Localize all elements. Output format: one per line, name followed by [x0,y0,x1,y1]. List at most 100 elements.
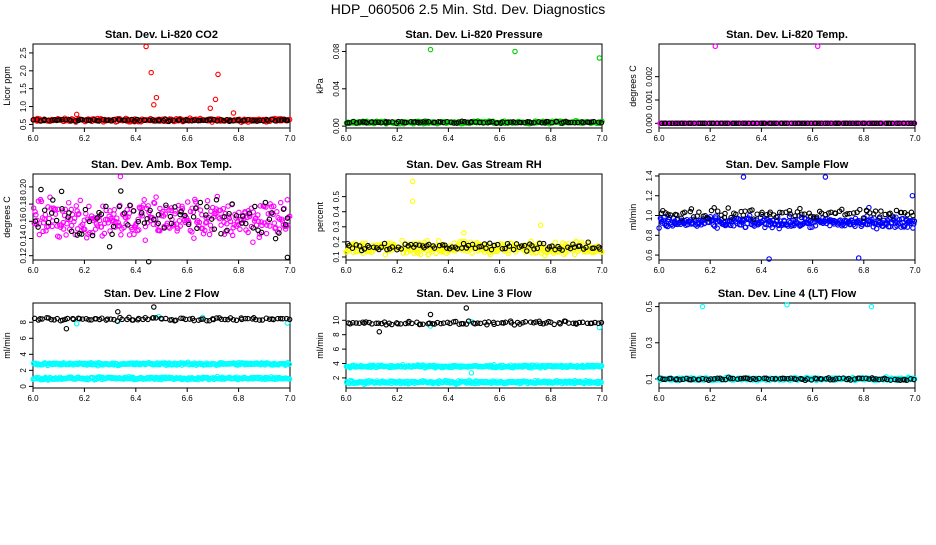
data-point [89,229,96,236]
outlier-point [284,254,291,261]
x-tick-label: 6.4 [756,394,768,403]
chart-panel-1: Stan. Dev. Li-820 CO2 Licor ppm 6.0 6.2 6.4 6… [2,29,296,143]
data-point [686,120,692,127]
data-point [286,376,293,382]
data-point [911,376,917,383]
data-point [708,207,715,214]
data-point [41,207,48,213]
data-point [197,199,204,206]
data-point [65,199,72,206]
data-point [33,212,39,218]
outlier-point [868,303,875,310]
data-point [37,316,43,322]
data-point [221,231,228,237]
data-point [284,215,291,221]
outlier-point [153,94,160,101]
data-point [115,219,121,226]
outlier-point [73,321,80,327]
data-point [796,120,803,127]
data-point [173,317,179,323]
data-point [886,120,893,127]
data-point [207,117,214,123]
data-point [902,222,908,229]
data-point [81,217,88,224]
figure-title: HDP_060506 2.5 Min. Std. Dev. Diagnostic… [330,1,606,17]
data-point [239,316,245,323]
data-point [827,377,834,383]
data-point [674,212,680,218]
chart-panel-2: Stan. Dev. Li-820 Pressure kPa 6.0 6.2 6.4 6.… [315,29,608,143]
data-point [659,120,665,127]
y-axis-label: ml/min [628,332,638,359]
data-point [833,376,839,382]
data-point [714,375,721,382]
data-point [759,209,765,216]
data-point [233,317,240,324]
x-tick-label: 6.0 [340,394,352,403]
y-tick-label: 0.002 [645,66,654,87]
y-tick-label: 0.16 [19,213,28,229]
plot-frame [345,302,603,389]
y-axis-label: kPa [315,78,325,94]
data-point [203,219,210,225]
data-point [68,222,75,229]
data-point [722,210,728,217]
data-point [835,120,842,127]
data-point [571,119,578,126]
data-point [126,314,132,321]
data-point [73,203,80,209]
data-point [197,207,204,213]
data-point [708,376,714,382]
series-2 [30,116,291,125]
data-point [681,209,688,216]
data-point [145,316,151,323]
data-point [436,242,443,249]
data-point [469,241,476,248]
data-point [398,246,404,252]
data-point [42,212,49,218]
series-1 [30,313,293,369]
data-point [126,232,133,238]
data-point [773,214,779,220]
data-point [866,221,873,227]
data-point [395,118,402,125]
data-point [64,315,71,322]
data-point [177,223,184,229]
data-point [77,197,84,204]
data-point [262,199,269,206]
x-tick-label: 7.0 [284,394,296,403]
data-point [168,205,175,211]
y-tick-label: 1.2 [645,190,654,202]
data-point [559,247,565,253]
data-point [666,120,673,127]
data-point [798,214,805,221]
data-point [229,232,236,239]
data-point [224,227,230,234]
data-point [179,205,186,212]
data-point [139,213,146,219]
data-point [911,218,918,224]
data-point [189,118,195,124]
data-point [157,205,163,212]
data-point [449,244,455,250]
data-point [744,375,751,382]
data-point [370,244,377,250]
data-point [172,204,178,210]
plot-frame [345,173,603,261]
y-axis-label: ml/min [2,332,12,359]
data-point [50,197,56,203]
data-point [211,226,218,232]
data-point [908,120,914,127]
data-point [856,375,863,381]
data-point [435,238,442,244]
data-point [86,218,93,225]
data-point [252,203,258,210]
data-point [786,213,793,220]
data-point [38,198,45,205]
outlier-point [117,173,124,180]
data-point [214,193,221,200]
data-point [45,204,51,210]
outlier-point [427,311,434,318]
data-point [58,188,65,195]
data-point [258,219,265,225]
